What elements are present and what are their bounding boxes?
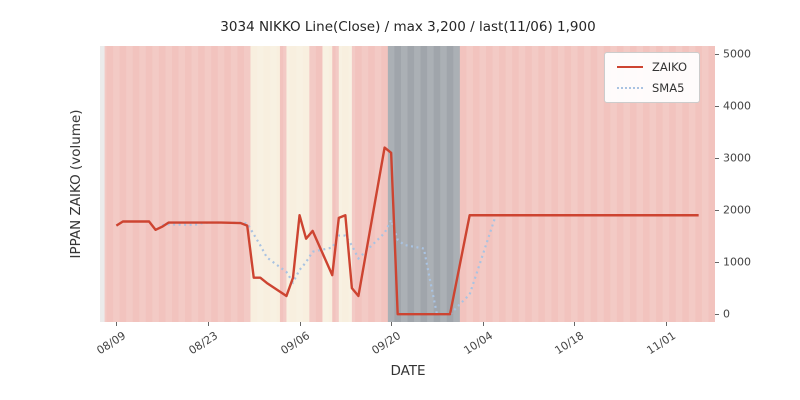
legend-entry: ZAIKO xyxy=(617,60,687,74)
y-tick-label: 0 xyxy=(723,307,730,321)
legend-entry: SMA5 xyxy=(617,81,687,95)
legend-dotted-line-sample xyxy=(617,87,643,89)
y-tick-label: 5000 xyxy=(723,47,751,61)
legend-label: ZAIKO xyxy=(652,60,688,74)
y-tick-label: 2000 xyxy=(723,203,751,217)
y-axis-label: IPPAN ZAIKO (volume) xyxy=(68,109,84,259)
y-tick-label: 3000 xyxy=(723,151,751,165)
y-tick-label: 1000 xyxy=(723,255,751,269)
y-tick-label: 4000 xyxy=(723,99,751,113)
x-axis-label: DATE xyxy=(390,363,426,379)
chart-title: 3034 NIKKO Line(Close) / max 3,200 / las… xyxy=(220,19,596,35)
legend-solid-line-sample xyxy=(617,66,643,68)
legend: ZAIKO SMA5 xyxy=(604,52,701,103)
legend-label: SMA5 xyxy=(652,81,685,95)
